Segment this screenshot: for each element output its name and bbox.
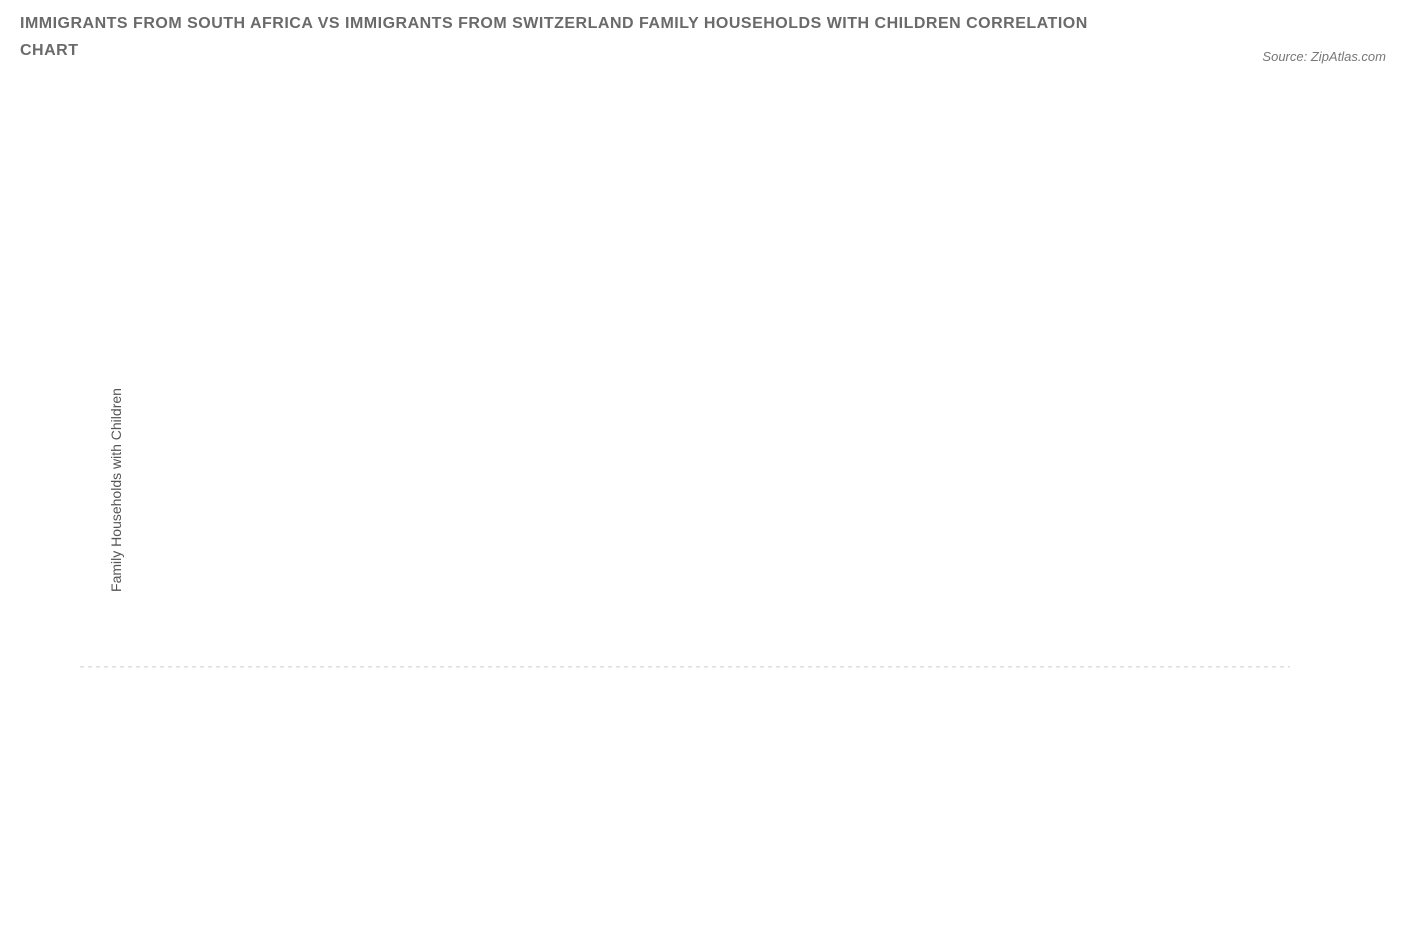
correlation-scatter-chart xyxy=(20,70,1350,910)
source-attribution: Source: ZipAtlas.com xyxy=(1262,49,1386,64)
source-label: Source: xyxy=(1262,49,1307,64)
chart-title: IMMIGRANTS FROM SOUTH AFRICA VS IMMIGRAN… xyxy=(20,10,1140,64)
source-name: ZipAtlas.com xyxy=(1311,49,1386,64)
y-axis-label: Family Households with Children xyxy=(108,388,124,592)
chart-container: Family Households with Children xyxy=(20,70,1386,910)
